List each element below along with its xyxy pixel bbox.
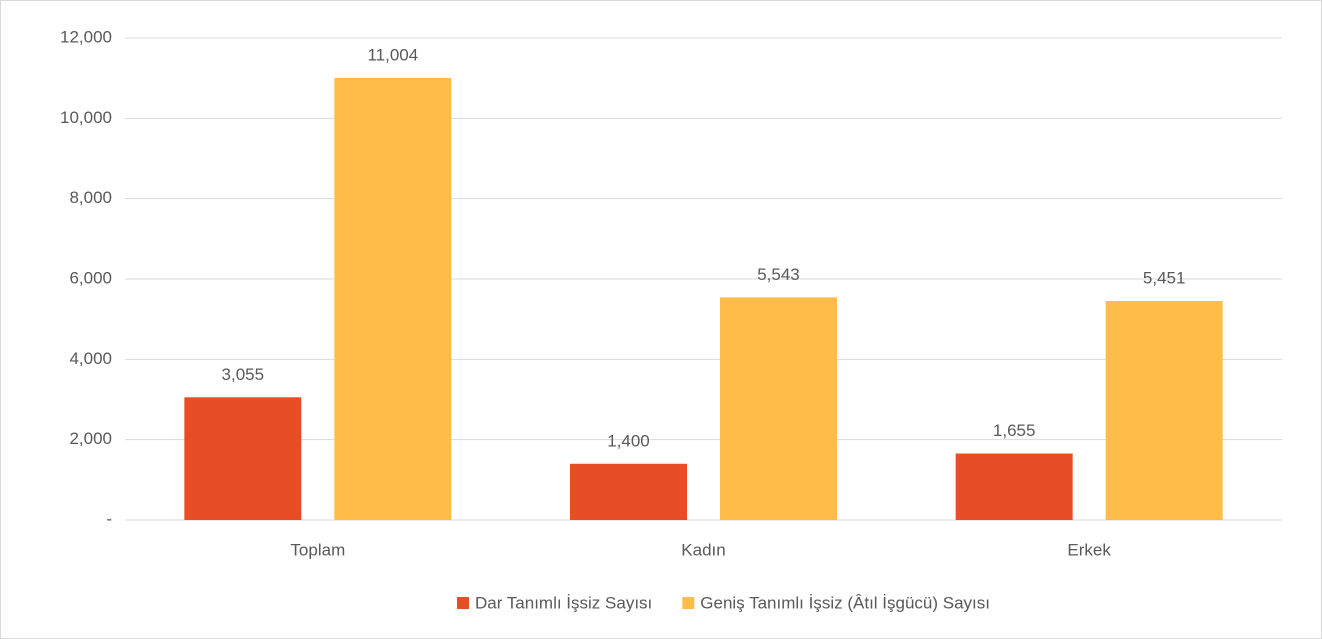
value-label: 5,543 (757, 265, 800, 284)
x-tick-label: Erkek (1067, 540, 1111, 559)
legend-label: Dar Tanımlı İşsiz Sayısı (475, 593, 652, 612)
y-tick-label: 8,000 (69, 188, 112, 207)
y-tick-label: 12,000 (60, 27, 112, 46)
value-label: 1,400 (607, 431, 650, 450)
bar (955, 453, 1073, 520)
y-tick-label: 10,000 (60, 108, 112, 127)
value-label: 1,655 (993, 421, 1036, 440)
value-label: 5,451 (1143, 269, 1186, 288)
legend-swatch (456, 597, 469, 609)
value-label: 11,004 (367, 45, 418, 64)
y-tick-label: 4,000 (69, 349, 112, 368)
value-label: 3,055 (222, 365, 265, 384)
bar (570, 463, 687, 520)
bar (1105, 301, 1223, 520)
y-tick-label: - (106, 509, 112, 528)
y-tick-label: 6,000 (69, 268, 112, 287)
y-tick-label: 2,000 (69, 429, 112, 448)
x-tick-label: Kadın (681, 540, 725, 559)
bar (184, 397, 302, 520)
bar (720, 297, 837, 520)
legend-label: Geniş Tanımlı İşsiz (Âtıl İşgücü) Sayısı (700, 593, 990, 612)
x-tick-label: Toplam (290, 540, 345, 559)
legend-swatch (682, 597, 695, 609)
bar (334, 78, 452, 521)
